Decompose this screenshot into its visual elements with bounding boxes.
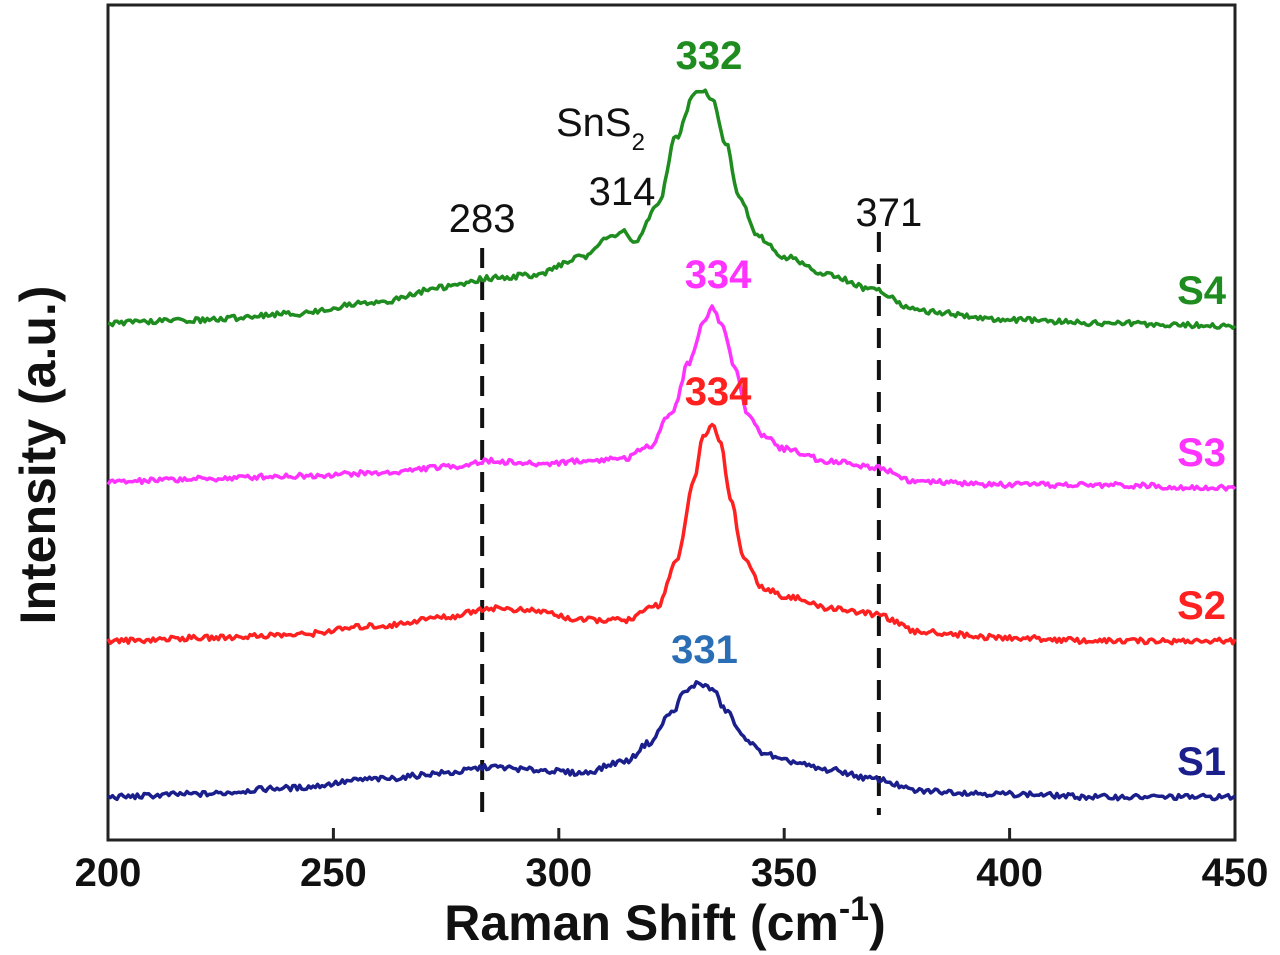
series-line-s4: [107, 88, 1237, 330]
series-line-s1: [106, 680, 1236, 802]
x-tick-label-200: 200: [75, 851, 142, 895]
x-tick-label-450: 450: [1202, 851, 1269, 895]
series-label-s3: S3: [1177, 431, 1226, 475]
y-axis-title: Intensity (a.u.): [10, 286, 66, 625]
sns2-label: SnS2: [556, 101, 645, 156]
peak-label-s3: 334: [685, 253, 752, 297]
x-axis-title-exp: -1: [839, 890, 869, 928]
peak-label-s4: 332: [676, 34, 743, 78]
x-axis-title-close: ): [869, 895, 886, 951]
shoulder-label-314: 314: [589, 170, 656, 214]
reference-lines: [480, 232, 881, 815]
sns2-main: SnS: [556, 101, 632, 145]
x-tick-label-350: 350: [751, 851, 818, 895]
series-label-s2: S2: [1177, 584, 1226, 628]
x-axis-title: Raman Shift (cm-1): [444, 890, 886, 951]
series-line-s2: [106, 422, 1237, 646]
x-tick-label-250: 250: [300, 851, 367, 895]
x-tick-label-300: 300: [525, 851, 592, 895]
peak-label-s1: 331: [671, 628, 738, 672]
dashed-line-label-371: 371: [855, 191, 922, 235]
plot-frame: [106, 3, 1237, 842]
peak-label-s2: 334: [685, 370, 752, 414]
x-axis-title-main: Raman Shift: [444, 895, 736, 951]
series-label-s1: S1: [1177, 740, 1226, 784]
sns2-subscript: 2: [632, 129, 645, 156]
x-tick-label-400: 400: [976, 851, 1043, 895]
series-curves: [106, 88, 1237, 802]
x-tick-marks: [106, 828, 1237, 840]
x-tick-labels: 200 250 300 350 400 450: [75, 851, 1269, 895]
series-line-s3: [106, 304, 1237, 492]
x-axis-title-unit: (cm: [750, 895, 839, 951]
series-label-s4: S4: [1177, 269, 1227, 313]
series-labels: S1 S2 S3 S4: [1177, 269, 1227, 784]
dashed-line-label-283: 283: [449, 197, 516, 241]
peak-labels: 331 334 334 332: [671, 34, 752, 672]
